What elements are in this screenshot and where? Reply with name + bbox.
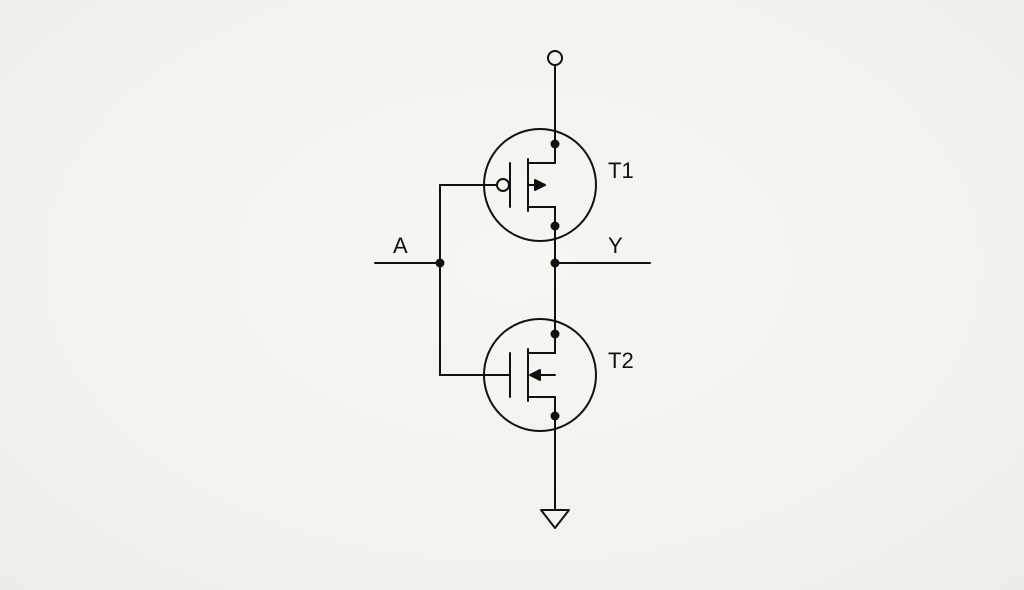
label-nmos: T2 (608, 348, 634, 373)
label-pmos: T1 (608, 158, 634, 183)
cmos-inverter-schematic: A Y T1 T2 (0, 0, 1024, 590)
label-input: A (393, 233, 408, 258)
label-output: Y (608, 233, 623, 258)
